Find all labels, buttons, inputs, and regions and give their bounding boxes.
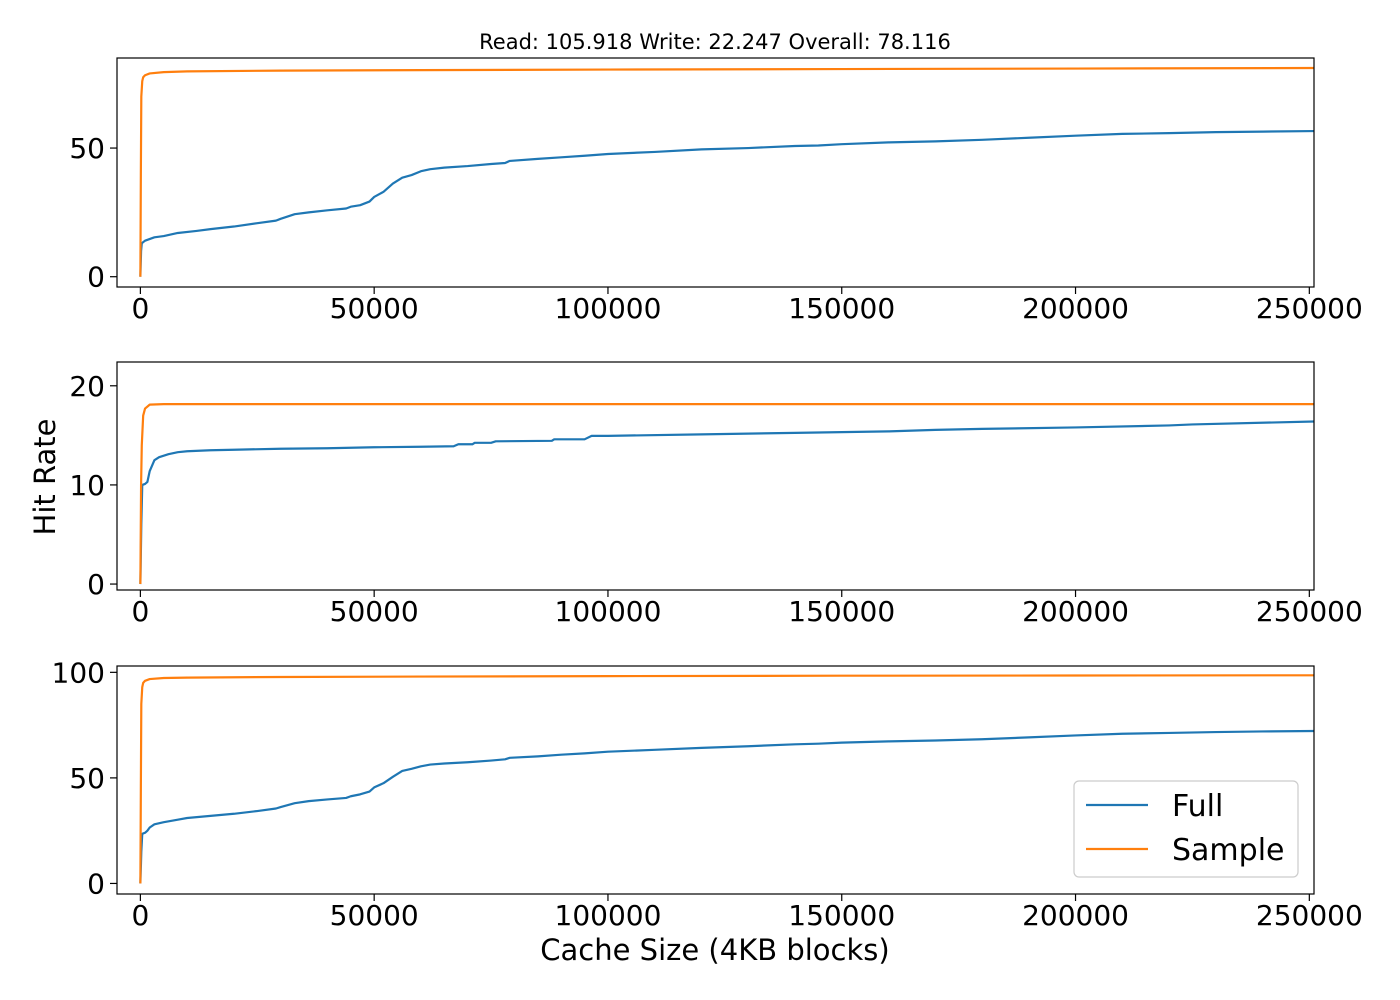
y-axis-label: Hit Rate xyxy=(28,419,62,536)
y-tick-label: 50 xyxy=(69,762,105,795)
subplot-frame xyxy=(116,57,1315,288)
x-tick-label: 100000 xyxy=(555,899,662,932)
subplot-3: 0 50000 100000 150000 200000 250000 0 50 100 xyxy=(52,656,1363,932)
x-axis-label: Cache Size (4KB blocks) xyxy=(540,933,889,967)
y-tick-label: 50 xyxy=(69,132,105,165)
y-tick-label: 0 xyxy=(87,568,105,601)
x-tick-label: 100000 xyxy=(555,595,662,628)
y-tick-label: 0 xyxy=(87,261,105,294)
y-tick-label: 0 xyxy=(87,867,105,900)
x-tick-label: 200000 xyxy=(1022,292,1129,325)
y-tick-label: 100 xyxy=(52,656,105,689)
x-tick-label: 50000 xyxy=(330,292,419,325)
x-tick-label: 250000 xyxy=(1256,899,1363,932)
series-line-sample xyxy=(139,674,1314,884)
y-tick-label: 10 xyxy=(69,469,105,502)
legend: Full Sample xyxy=(1073,780,1299,878)
series-group xyxy=(139,403,1314,585)
series-group xyxy=(139,674,1314,884)
subplot-2: 0 50000 100000 150000 200000 250000 0 10 20 xyxy=(69,361,1363,628)
x-tick-label: 100000 xyxy=(555,292,662,325)
series-line-full xyxy=(139,729,1314,884)
x-tick-label: 0 xyxy=(131,899,149,932)
subplot-frame xyxy=(116,361,1315,591)
x-tick-label: 250000 xyxy=(1256,292,1363,325)
x-tick-label: 0 xyxy=(131,595,149,628)
series-group xyxy=(139,66,1314,277)
subplot-1: 0 50000 100000 150000 200000 250000 0 50 xyxy=(69,57,1363,325)
legend-label-full: Full xyxy=(1172,789,1223,824)
x-tick-label: 250000 xyxy=(1256,595,1363,628)
series-line-full xyxy=(139,129,1314,277)
series-line-sample xyxy=(139,66,1314,277)
x-tick-label: 50000 xyxy=(330,595,419,628)
x-tick-label: 50000 xyxy=(330,899,419,932)
legend-label-sample: Sample xyxy=(1172,833,1285,868)
x-tick-label: 150000 xyxy=(788,292,895,325)
x-tick-label: 0 xyxy=(131,292,149,325)
x-tick-label: 200000 xyxy=(1022,899,1129,932)
x-tick-label: 200000 xyxy=(1022,595,1129,628)
x-tick-label: 150000 xyxy=(788,595,895,628)
x-tick-label: 150000 xyxy=(788,899,895,932)
series-line-sample xyxy=(139,403,1314,585)
chart-title: Read: 105.918 Write: 22.247 Overall: 78.… xyxy=(479,30,951,54)
series-line-full xyxy=(139,420,1314,585)
subplot-frame xyxy=(116,665,1315,895)
y-tick-label: 20 xyxy=(69,370,105,403)
